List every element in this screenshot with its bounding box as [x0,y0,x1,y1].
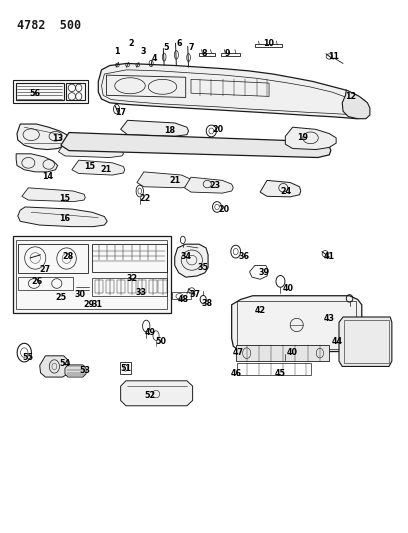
Text: 28: 28 [62,253,73,261]
Polygon shape [40,356,70,377]
Text: 15: 15 [60,194,71,203]
Text: 6: 6 [176,39,182,48]
Text: 1: 1 [114,47,119,55]
Text: 30: 30 [75,289,86,298]
Text: 11: 11 [328,52,339,61]
Text: 45: 45 [275,369,286,378]
Polygon shape [260,180,301,197]
Text: 23: 23 [210,181,221,190]
Text: 56: 56 [30,89,41,98]
Polygon shape [342,90,370,119]
Text: 52: 52 [145,391,156,400]
Polygon shape [175,244,208,277]
Text: 21: 21 [100,165,111,174]
Text: 17: 17 [115,108,126,117]
Text: 39: 39 [259,269,270,277]
Polygon shape [121,120,188,136]
Text: 44: 44 [332,337,343,346]
Polygon shape [285,127,336,150]
Text: 2: 2 [128,39,134,48]
Text: 31: 31 [92,300,103,309]
Text: 12: 12 [345,92,356,101]
Polygon shape [65,365,86,377]
Text: 50: 50 [156,337,167,346]
Polygon shape [17,124,69,150]
Polygon shape [184,177,233,193]
Polygon shape [61,133,331,158]
Text: 35: 35 [198,263,208,272]
Text: 7: 7 [188,43,194,52]
Text: 18: 18 [164,126,175,135]
Text: 16: 16 [60,214,71,223]
Text: 24: 24 [281,187,292,196]
Polygon shape [339,317,392,367]
Polygon shape [72,160,125,175]
Polygon shape [98,63,369,119]
Text: 38: 38 [202,299,213,308]
Text: 14: 14 [42,172,53,181]
Text: 26: 26 [31,277,42,286]
Text: 4: 4 [152,54,157,62]
Text: 20: 20 [213,125,224,134]
Text: 41: 41 [324,253,335,261]
Polygon shape [13,236,171,313]
Text: 48: 48 [177,295,188,304]
Polygon shape [22,188,85,201]
Text: 4782  500: 4782 500 [17,19,81,33]
Text: 21: 21 [169,176,180,185]
Text: 49: 49 [145,328,156,337]
Text: 27: 27 [39,265,50,273]
Text: 46: 46 [230,369,241,378]
Text: 5: 5 [164,43,169,52]
Text: 54: 54 [60,359,71,368]
Text: 8: 8 [201,50,207,58]
Polygon shape [121,381,193,406]
Text: 9: 9 [225,50,231,58]
Polygon shape [13,80,88,103]
Polygon shape [236,345,329,361]
Text: 36: 36 [238,253,249,261]
Text: 29: 29 [84,300,95,309]
Text: 55: 55 [23,353,34,362]
Text: 3: 3 [140,47,146,55]
Text: 19: 19 [297,133,308,142]
Text: 53: 53 [80,366,91,375]
Text: 15: 15 [84,162,95,171]
Text: 34: 34 [180,253,191,261]
Polygon shape [232,296,362,352]
Text: 47: 47 [233,348,244,357]
Polygon shape [137,172,193,188]
Text: 51: 51 [120,364,131,373]
Text: 40: 40 [283,284,294,293]
Polygon shape [18,207,107,227]
Polygon shape [58,144,124,158]
Text: 37: 37 [190,289,201,298]
Text: 43: 43 [324,314,335,323]
Text: 32: 32 [126,273,137,282]
Text: 25: 25 [55,293,67,302]
Text: 20: 20 [218,205,229,214]
Polygon shape [16,154,58,172]
Text: 42: 42 [255,305,266,314]
Text: 33: 33 [135,287,146,296]
Text: 10: 10 [264,39,275,48]
Text: 13: 13 [52,134,63,143]
Text: 40: 40 [287,348,298,357]
Text: 22: 22 [140,194,151,203]
